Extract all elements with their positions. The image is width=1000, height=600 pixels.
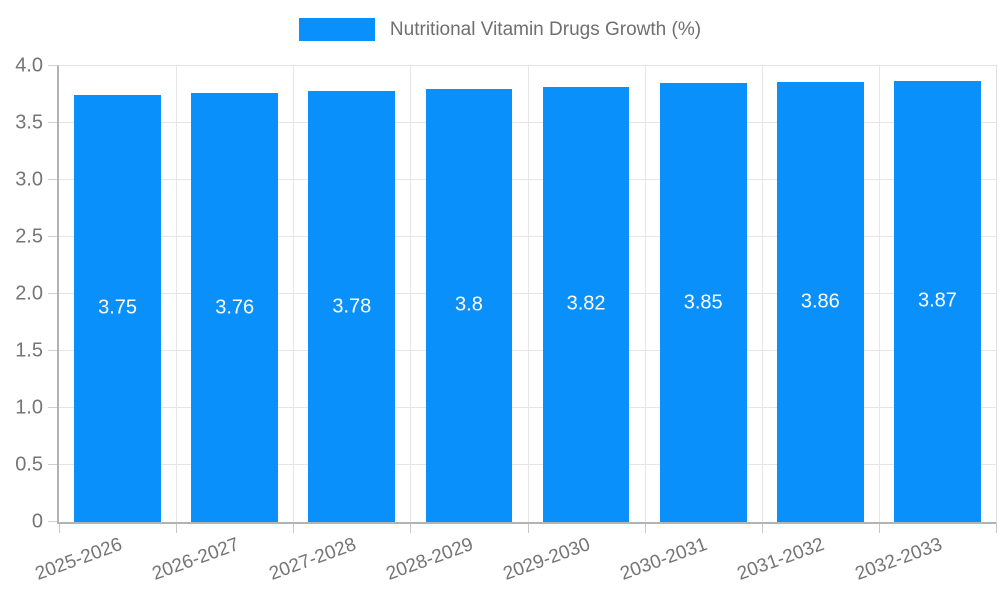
bar-slot: 3.87 2032-2033 [852,66,996,585]
bar-slot: 3.8 2028-2029 [384,66,527,585]
y-tick [48,407,57,408]
y-tick [48,350,57,351]
y-tick [48,464,57,465]
y-axis-tick-label: 4.0 [15,54,43,77]
bar-slot: 3.75 2025-2026 [32,66,176,585]
bar-value-label: 3.82 [566,292,606,315]
bar-value-label: 3.86 [800,290,840,313]
y-axis-tick-label: 1.0 [15,396,43,419]
x-axis-category-label: 2031-2032 [734,534,828,585]
x-tick [59,524,60,533]
bar-slots: 3.75 2025-2026 3.76 2026-2027 3.78 2027-2028 3… [32,66,996,585]
y-axis-tick-label: 3.5 [15,111,43,134]
x-gridline [176,66,178,522]
y-tick [48,179,57,180]
x-tick [644,524,646,533]
bar-value-label: 3.85 [683,291,723,314]
y-tick [48,521,57,522]
bar-value-label: 3.75 [98,296,138,319]
y-axis-tick-label: 2.5 [15,225,43,248]
chart-legend[interactable]: Nutritional Vitamin Drugs Growth (%) [0,18,1000,41]
bar-slot: 3.78 2027-2028 [266,66,410,585]
bar[interactable]: 3.82 [542,86,630,522]
y-tick [48,293,57,294]
y-axis-tick-label: 3.0 [15,168,43,191]
x-axis-category-label: 2025-2026 [32,534,125,585]
legend-color-swatch[interactable] [298,18,375,41]
bar[interactable]: 3.75 [74,94,161,522]
bar[interactable]: 3.8 [425,88,513,522]
x-tick [761,524,763,533]
bar-slot: 3.85 2030-2031 [618,66,762,585]
y-axis-tick-label: 2.0 [15,282,43,305]
bar[interactable]: 3.76 [191,93,279,522]
bar-slot: 3.86 2031-2032 [735,66,879,585]
bar[interactable]: 3.85 [659,83,747,522]
bar-value-label: 3.87 [917,289,957,312]
x-axis-category-label: 2027-2028 [266,534,359,585]
bar[interactable]: 3.78 [308,91,396,522]
x-tick [176,524,178,533]
x-tick [527,524,529,533]
y-axis-tick-label: 0 [31,510,43,533]
x-axis-category-label: 2032-2033 [852,534,945,585]
bar-value-label: 3.8 [455,293,483,316]
x-gridline [761,66,763,522]
x-axis-category-label: 2026-2027 [149,534,242,585]
y-axis-tick-label: 1.5 [15,339,43,362]
x-tick [878,524,880,533]
plot-area: 0 0.5 1.0 1.5 2.0 2.5 3.0 3.5 4.0 3.75 2025-2026 3.… [15,55,997,585]
x-gridline [878,66,880,522]
bar[interactable]: 3.87 [894,80,981,522]
x-axis-category-label: 2030-2031 [617,534,711,585]
legend-label[interactable]: Nutritional Vitamin Drugs Growth (%) [389,18,702,40]
x-gridline [293,66,295,522]
x-axis-category-label: 2029-2030 [500,534,594,585]
y-tick [48,65,57,66]
y-tick [48,236,57,237]
x-gridline [644,66,646,522]
x-tick [293,524,295,533]
bar-value-label: 3.76 [215,296,255,319]
bar-slot: 3.76 2026-2027 [149,66,293,585]
bar-slot: 3.82 2029-2030 [501,66,645,585]
bar-value-label: 3.78 [332,295,372,318]
y-tick [48,122,57,123]
bar[interactable]: 3.86 [776,81,864,522]
x-gridline [527,66,529,522]
y-axis-tick-label: 0.5 [15,453,43,476]
x-axis-category-label: 2028-2029 [383,534,477,585]
x-tick [996,524,997,533]
x-tick [410,524,412,533]
x-gridline [410,66,412,522]
